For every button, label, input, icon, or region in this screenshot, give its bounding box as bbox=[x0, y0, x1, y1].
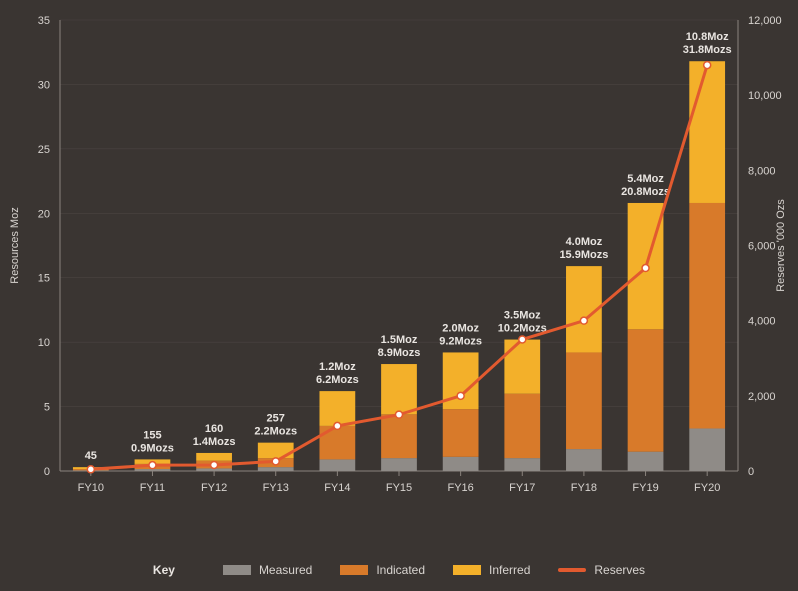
svg-text:FY15: FY15 bbox=[386, 482, 412, 494]
svg-text:15: 15 bbox=[38, 273, 50, 285]
svg-text:FY11: FY11 bbox=[140, 482, 165, 494]
svg-text:8,000: 8,000 bbox=[748, 165, 776, 177]
svg-text:1.5Moz: 1.5Moz bbox=[381, 334, 418, 346]
legend-item-reserves: Reserves bbox=[558, 563, 645, 577]
legend-item-indicated: Indicated bbox=[340, 563, 425, 577]
legend: Key Measured Indicated Inferred Reserves bbox=[0, 563, 798, 577]
svg-text:155: 155 bbox=[143, 429, 161, 441]
svg-text:0: 0 bbox=[748, 466, 754, 478]
svg-text:2.2Mozs: 2.2Mozs bbox=[254, 426, 297, 438]
svg-text:4,000: 4,000 bbox=[748, 316, 776, 328]
svg-text:257: 257 bbox=[267, 413, 285, 425]
svg-text:12,000: 12,000 bbox=[748, 15, 782, 27]
chart-svg: 0 5 10 15 20 25 30 35 0 2,000 4,000 6,000 8,000 10,00… bbox=[0, 0, 798, 591]
svg-text:2,000: 2,000 bbox=[748, 391, 776, 403]
legend-label: Indicated bbox=[376, 563, 425, 577]
svg-text:FY10: FY10 bbox=[78, 482, 104, 494]
svg-text:Reserves '000 Ozs: Reserves '000 Ozs bbox=[775, 199, 787, 292]
svg-text:FY12: FY12 bbox=[201, 482, 227, 494]
legend-key-label: Key bbox=[153, 563, 175, 577]
svg-text:4.0Moz: 4.0Moz bbox=[566, 236, 603, 248]
svg-text:FY18: FY18 bbox=[571, 482, 597, 494]
svg-text:FY17: FY17 bbox=[509, 482, 535, 494]
svg-text:20: 20 bbox=[38, 208, 50, 220]
svg-text:8.9Mozs: 8.9Mozs bbox=[378, 347, 421, 359]
svg-text:5.4Moz: 5.4Moz bbox=[627, 173, 664, 185]
svg-text:35: 35 bbox=[38, 15, 50, 27]
legend-label: Reserves bbox=[594, 563, 645, 577]
svg-text:FY16: FY16 bbox=[447, 482, 473, 494]
svg-text:FY14: FY14 bbox=[324, 482, 350, 494]
svg-text:1.2Moz: 1.2Moz bbox=[319, 361, 356, 373]
svg-text:0.9Mozs: 0.9Mozs bbox=[131, 442, 174, 454]
svg-text:6.2Mozs: 6.2Mozs bbox=[316, 374, 359, 386]
svg-text:160: 160 bbox=[205, 423, 223, 435]
legend-item-inferred: Inferred bbox=[453, 563, 530, 577]
svg-text:1.4Mozs: 1.4Mozs bbox=[193, 436, 236, 448]
svg-text:10,000: 10,000 bbox=[748, 90, 782, 102]
svg-text:31.8Mozs: 31.8Mozs bbox=[683, 44, 732, 56]
svg-text:15.9Mozs: 15.9Mozs bbox=[559, 249, 608, 261]
svg-text:5: 5 bbox=[44, 402, 50, 414]
svg-text:30: 30 bbox=[38, 79, 50, 91]
legend-swatch bbox=[340, 565, 368, 575]
svg-text:10: 10 bbox=[38, 337, 50, 349]
svg-text:45: 45 bbox=[85, 450, 97, 462]
svg-text:Resources Moz: Resources Moz bbox=[9, 207, 21, 283]
svg-text:0: 0 bbox=[44, 466, 50, 478]
svg-text:FY19: FY19 bbox=[632, 482, 658, 494]
svg-text:FY13: FY13 bbox=[263, 482, 289, 494]
svg-text:FY20: FY20 bbox=[694, 482, 720, 494]
legend-swatch bbox=[223, 565, 251, 575]
svg-text:9.2Mozs: 9.2Mozs bbox=[439, 335, 482, 347]
legend-label: Measured bbox=[259, 563, 312, 577]
resources-reserves-chart: 0 5 10 15 20 25 30 35 0 2,000 4,000 6,000 8,000 10,00… bbox=[0, 0, 798, 591]
svg-text:3.5Moz: 3.5Moz bbox=[504, 310, 541, 322]
svg-text:10.8Moz: 10.8Moz bbox=[686, 31, 729, 43]
legend-item-measured: Measured bbox=[223, 563, 312, 577]
svg-text:2.0Moz: 2.0Moz bbox=[442, 322, 479, 334]
svg-text:25: 25 bbox=[38, 144, 50, 156]
svg-text:20.8Mozs: 20.8Mozs bbox=[621, 186, 670, 198]
legend-label: Inferred bbox=[489, 563, 530, 577]
svg-text:6,000: 6,000 bbox=[748, 241, 776, 253]
legend-swatch bbox=[558, 568, 586, 572]
legend-swatch bbox=[453, 565, 481, 575]
